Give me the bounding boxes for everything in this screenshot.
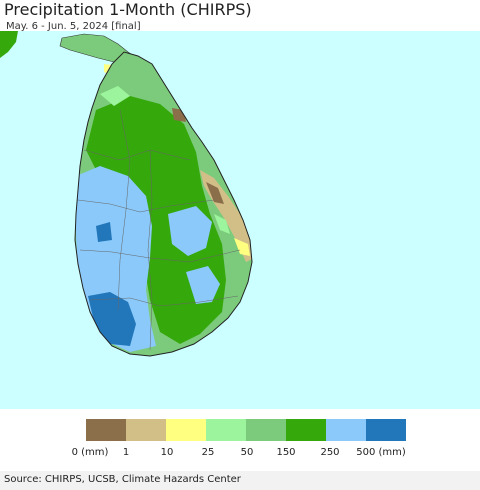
legend-swatch-5 [286,419,326,441]
legend-label-0: 0 (mm) [71,447,109,458]
legend-label-3: 25 [201,447,215,458]
legend-swatch-1 [126,419,166,441]
legend-swatch-3 [206,419,246,441]
map-subtitle: May. 6 - Jun. 5, 2024 [final] [6,21,141,32]
legend-label-4: 50 [240,447,254,458]
legend-label-7: 500 (mm) [356,447,406,458]
rainfall-zones [75,52,252,356]
legend-swatch-7 [366,419,406,441]
sri-lanka-map [0,31,253,357]
map-area [0,31,480,409]
legend-swatch-6 [326,419,366,441]
source-credit: Source: CHIRPS, UCSB, Climate Hazards Ce… [4,474,241,485]
legend-label-1: 1 [122,447,130,458]
legend-label-2: 10 [160,447,174,458]
legend-swatch-2 [166,419,206,441]
legend-swatch-4 [246,419,286,441]
precipitation-legend [86,419,406,441]
district-boundaries [77,109,241,351]
map-title: Precipitation 1-Month (CHIRPS) [4,0,252,19]
island-outline [74,51,253,357]
legend-label-5: 150 [276,447,296,458]
mainland-india [0,31,18,58]
legend-label-6: 250 [320,447,340,458]
legend-labels: 0 (mm) 1 10 25 50 150 250 500 (mm) [0,447,480,461]
footer: Source: CHIRPS, UCSB, Climate Hazards Ce… [0,471,480,490]
legend-swatch-0 [86,419,126,441]
